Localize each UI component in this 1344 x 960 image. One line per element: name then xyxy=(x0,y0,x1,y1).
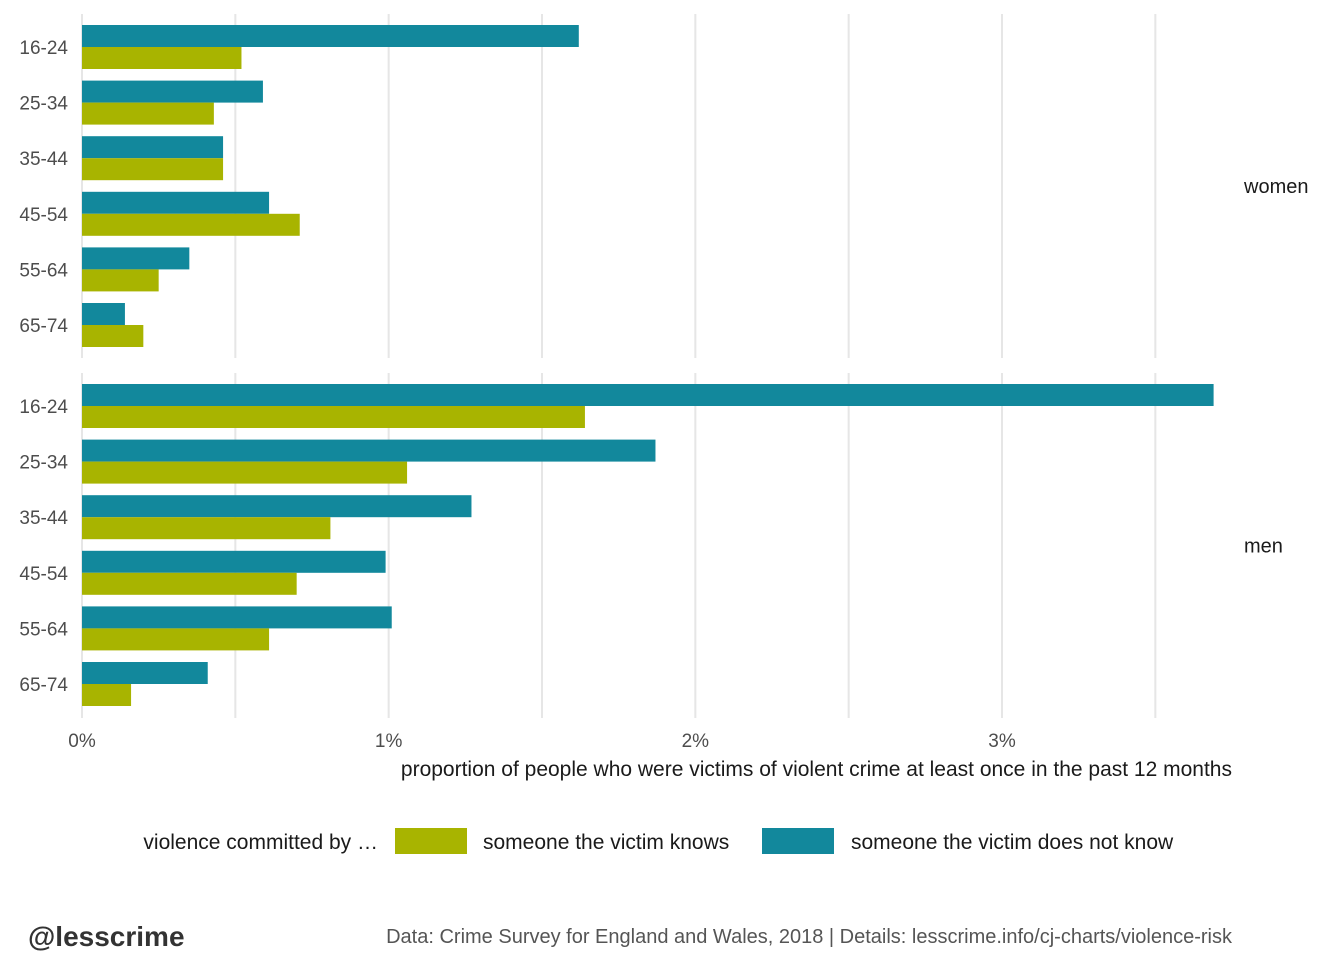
x-tick-label-2: 2% xyxy=(682,731,710,752)
category-label-men-45-54: 45-54 xyxy=(19,564,68,585)
bar-women-16-24-knows xyxy=(82,47,242,69)
bar-men-55-64-knows xyxy=(82,628,270,651)
bar-men-65-74-knows xyxy=(82,684,132,706)
bar-women-16-24-does-not-know xyxy=(82,25,579,47)
category-labels: 16-24 25-34 35-44 45-54 55-64 65-74 16-24 25-34… xyxy=(19,38,68,696)
facet-label-women: women xyxy=(1243,176,1308,198)
bar-women-45-54-does-not-know xyxy=(82,191,270,214)
category-label-men-35-44: 35-44 xyxy=(19,508,68,529)
bar-men-45-54-does-not-know xyxy=(82,550,386,573)
category-label-women-65-74: 65-74 xyxy=(19,316,68,337)
bar-men-25-34-knows xyxy=(82,461,408,484)
gridlines xyxy=(81,14,1157,718)
category-label-men-55-64: 55-64 xyxy=(19,619,68,640)
category-label-women-45-54: 45-54 xyxy=(19,205,68,226)
bar-women-45-54-knows xyxy=(82,213,300,236)
bar-men-16-24-does-not-know xyxy=(82,384,1214,406)
bar-women-55-64-does-not-know xyxy=(82,247,190,270)
facet-labels: women men xyxy=(1243,176,1308,558)
legend-swatch-does-not-know xyxy=(762,828,834,854)
legend-title: violence committed by … xyxy=(143,831,378,854)
bar-women-25-34-knows xyxy=(82,102,214,125)
x-tick-labels: 0% 1% 2% 3% xyxy=(68,731,1016,752)
bar-men-35-44-does-not-know xyxy=(82,495,472,518)
bars xyxy=(82,25,1214,706)
legend: violence committed by … someone the vict… xyxy=(143,828,1174,854)
category-label-men-25-34: 25-34 xyxy=(19,453,68,474)
category-label-women-25-34: 25-34 xyxy=(19,94,68,115)
x-axis-title: proportion of people who were victims of… xyxy=(401,758,1232,781)
category-label-women-35-44: 35-44 xyxy=(19,149,68,170)
legend-label-does-not-know: someone the victim does not know xyxy=(851,831,1174,854)
x-tick-label-1: 1% xyxy=(375,731,403,752)
bar-women-55-64-knows xyxy=(82,269,159,292)
bar-men-16-24-knows xyxy=(82,406,585,428)
legend-label-knows: someone the victim knows xyxy=(483,831,729,854)
bar-men-55-64-does-not-know xyxy=(82,606,392,629)
footer-handle: @lesscrime xyxy=(28,921,185,952)
bar-women-35-44-knows xyxy=(82,158,224,181)
category-label-women-55-64: 55-64 xyxy=(19,260,68,281)
category-label-men-65-74: 65-74 xyxy=(19,675,68,696)
footer-caption: Data: Crime Survey for England and Wales… xyxy=(386,926,1233,948)
bar-women-65-74-knows xyxy=(82,325,144,347)
bar-men-35-44-knows xyxy=(82,517,331,540)
category-label-women-16-24: 16-24 xyxy=(19,38,68,59)
x-tick-label-3: 3% xyxy=(988,731,1016,752)
bar-men-65-74-does-not-know xyxy=(82,662,208,684)
legend-swatch-knows xyxy=(395,828,467,854)
bar-women-25-34-does-not-know xyxy=(82,80,263,103)
bar-men-25-34-does-not-know xyxy=(82,439,656,462)
x-tick-label-0: 0% xyxy=(68,731,96,752)
bar-women-65-74-does-not-know xyxy=(82,303,125,325)
facet-label-men: men xyxy=(1244,536,1283,558)
bar-men-45-54-knows xyxy=(82,572,297,595)
bar-women-35-44-does-not-know xyxy=(82,136,224,159)
category-label-men-16-24: 16-24 xyxy=(19,397,68,418)
